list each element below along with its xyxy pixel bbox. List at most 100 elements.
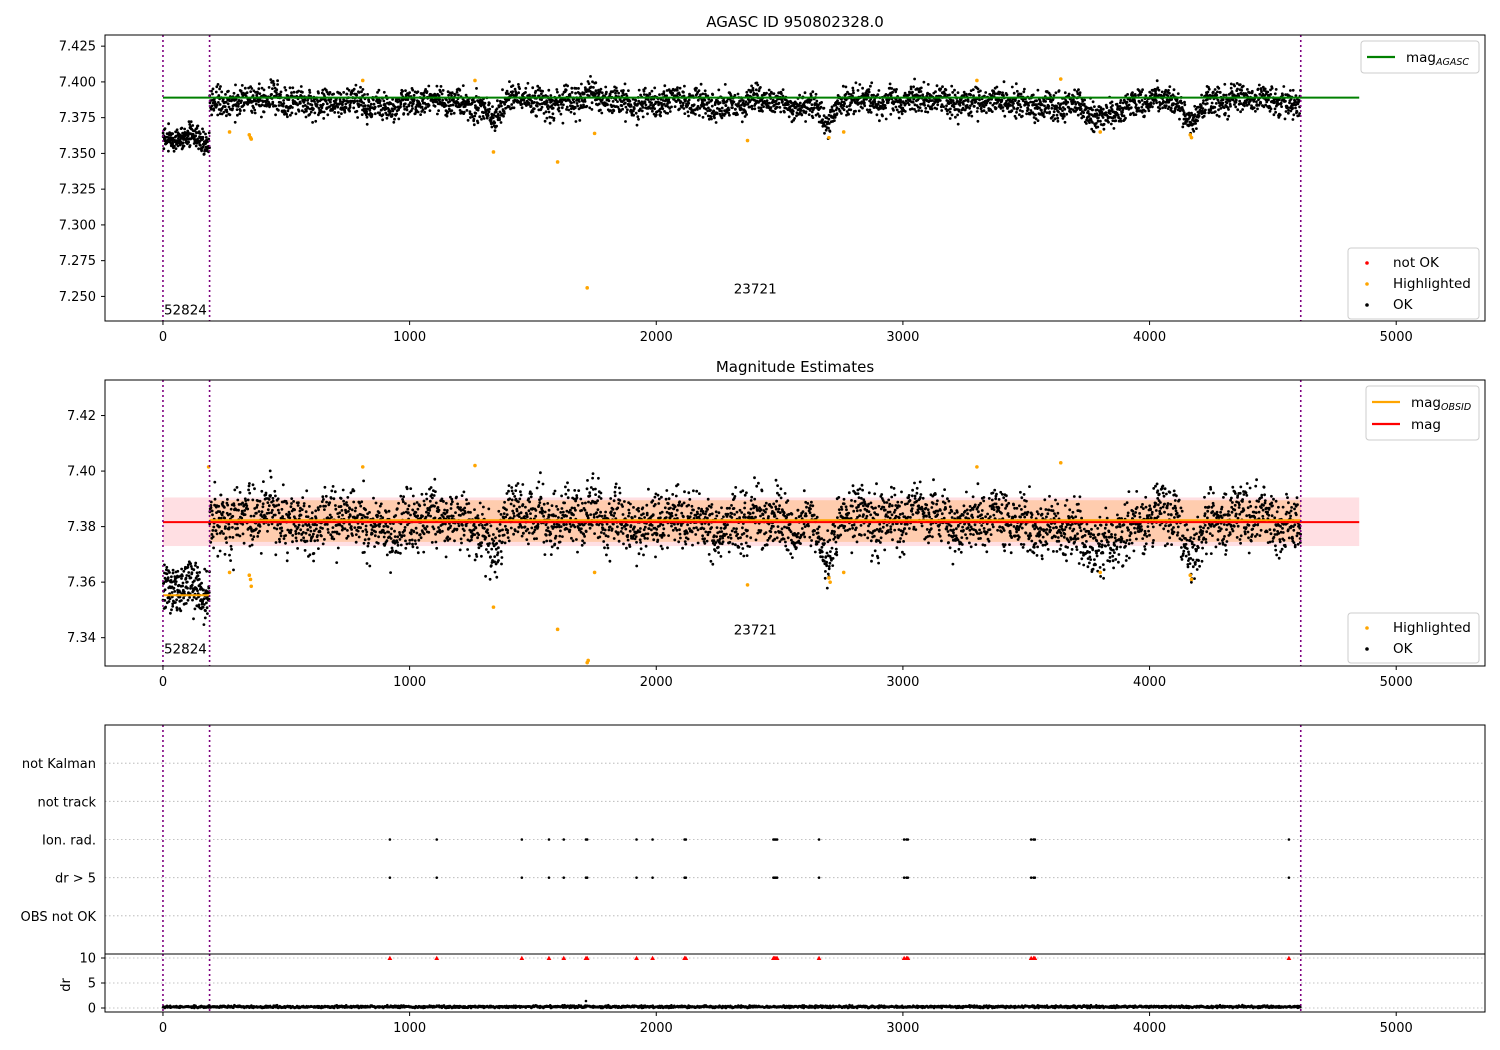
ok-point [233, 120, 237, 124]
ok-point [958, 103, 962, 107]
ok-point [809, 98, 813, 102]
ok-point [849, 108, 853, 112]
ok-point [267, 523, 270, 527]
ok-point [1082, 111, 1085, 114]
ok-point [488, 102, 491, 105]
ok-point [497, 105, 501, 109]
ok-point [744, 100, 748, 104]
ok-point [952, 105, 956, 109]
ok-point [209, 107, 213, 111]
ok-point [1201, 101, 1205, 105]
ok-point [243, 509, 247, 512]
ok-point [202, 152, 206, 156]
ok-point [704, 112, 707, 115]
ok-point [170, 575, 173, 579]
ok-point [1274, 110, 1277, 114]
ok-point [761, 109, 764, 113]
ok-point [695, 86, 698, 90]
ok-point [266, 98, 269, 101]
ok-point [266, 529, 269, 533]
ok-point [305, 489, 309, 493]
ok-point [883, 104, 887, 107]
ok-point [891, 90, 894, 94]
ok-point [210, 113, 214, 117]
ok-point [288, 516, 292, 520]
ok-point [216, 113, 220, 117]
ok-point [346, 100, 350, 103]
ok-point [187, 571, 191, 574]
ok-point [206, 612, 209, 615]
ok-point [1210, 94, 1214, 98]
ok-point [370, 528, 374, 531]
ok-point [427, 104, 431, 107]
ok-point [273, 513, 277, 517]
ok-point [165, 568, 168, 572]
ok-point [229, 507, 233, 511]
ok-point [287, 98, 291, 101]
legend-label: Highlighted [1393, 276, 1471, 292]
ok-point [1073, 88, 1076, 92]
ok-point [438, 98, 441, 101]
ok-point [1155, 79, 1159, 83]
ok-point [682, 107, 686, 110]
ok-point [170, 591, 174, 594]
ok-point [239, 89, 243, 93]
ok-point [332, 497, 336, 501]
ok-point [280, 526, 283, 530]
ok-point [768, 101, 771, 105]
ok-point [821, 124, 825, 128]
ok-point [1062, 101, 1066, 104]
ok-point [528, 93, 531, 97]
ok-point [458, 88, 462, 92]
ok-point [828, 130, 832, 133]
ok-point [216, 554, 220, 558]
ok-point [524, 86, 528, 90]
ok-point [285, 559, 289, 563]
ok-point [643, 86, 647, 90]
ok-point [300, 109, 304, 112]
ok-point [295, 539, 298, 543]
ok-point [339, 100, 342, 103]
ok-point [511, 84, 515, 87]
ok-point [621, 107, 624, 111]
ok-point [941, 85, 944, 89]
ok-point [302, 531, 305, 534]
ok-point [396, 543, 400, 547]
ok-point [1116, 113, 1120, 117]
ok-point [641, 106, 645, 109]
ok-point [324, 99, 328, 103]
ok-point [1266, 90, 1270, 94]
ok-point [1178, 117, 1181, 121]
ok-point [359, 526, 362, 530]
ok-point [1233, 103, 1236, 106]
ok-point [678, 107, 681, 111]
ok-point [302, 502, 306, 505]
ok-point [1042, 98, 1046, 101]
ok-point [1181, 125, 1185, 129]
ok-point [833, 116, 837, 119]
ok-point [1224, 93, 1228, 97]
ok-point [673, 105, 677, 108]
ok-point [306, 99, 309, 102]
ok-point [650, 98, 653, 101]
ok-point [739, 99, 742, 103]
ok-point [709, 108, 712, 112]
ok-point [211, 535, 215, 539]
ok-point [637, 88, 641, 92]
ok-point [1033, 121, 1037, 125]
ok-point [211, 92, 214, 96]
ok-point [435, 84, 439, 88]
ok-point [370, 532, 374, 536]
ok-point [363, 104, 367, 108]
ok-point [382, 99, 386, 103]
ok-point [346, 504, 349, 507]
ok-point [467, 100, 470, 103]
ok-point [199, 144, 202, 147]
ok-point [198, 571, 202, 574]
ok-point [272, 82, 276, 86]
ok-point [1137, 106, 1140, 110]
ok-point [1175, 98, 1179, 101]
ok-point [373, 112, 377, 116]
ok-point [372, 102, 376, 106]
ok-point [277, 511, 281, 515]
